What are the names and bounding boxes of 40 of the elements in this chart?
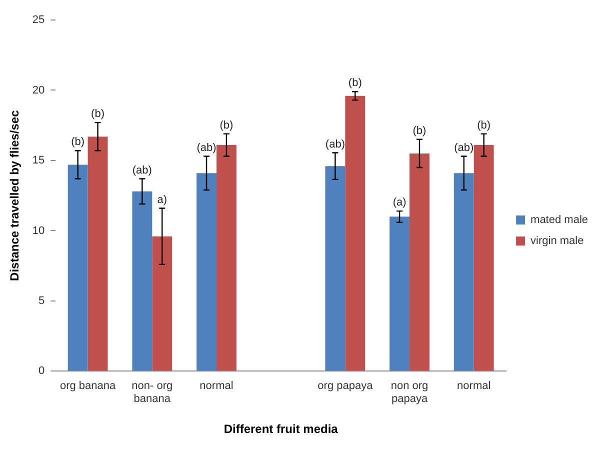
- bar: [390, 216, 410, 371]
- legend-label: mated male: [530, 214, 588, 226]
- bar: [474, 145, 494, 371]
- y-axis-title: Distance travelled by flies/sec: [8, 110, 22, 281]
- x-tick-label: normal: [200, 380, 234, 392]
- data-label: (ab): [454, 142, 474, 154]
- data-label: (ab): [132, 164, 152, 176]
- x-tick-label: normal: [457, 380, 491, 392]
- y-tick-label: 5: [38, 294, 45, 307]
- data-label: (ab): [196, 142, 216, 154]
- bar: [325, 166, 346, 371]
- x-tick-label: org banana: [60, 380, 117, 392]
- bar: [132, 191, 152, 371]
- y-tick-label: 25: [32, 14, 45, 26]
- data-label: (ab): [325, 138, 345, 150]
- y-tick-label: 0: [38, 365, 45, 378]
- y-tick-label: 15: [32, 154, 45, 167]
- x-axis-title: Different fruit media: [224, 422, 338, 436]
- y-tick-label: 20: [32, 84, 45, 96]
- data-label: a): [157, 194, 168, 206]
- data-label: (b): [71, 136, 85, 148]
- x-tick-label: org papaya: [318, 380, 374, 392]
- bar: [410, 153, 430, 371]
- data-label: (b): [348, 77, 362, 90]
- data-label: (b): [412, 124, 426, 137]
- x-tick-label: non org papaya: [390, 380, 428, 406]
- x-tick-label: non- org banana: [132, 380, 173, 406]
- bar: [152, 236, 172, 371]
- y-tick-label: 10: [32, 224, 45, 237]
- data-label: (b): [220, 119, 234, 132]
- bar: [454, 173, 474, 371]
- bar: [88, 136, 108, 371]
- bar: [345, 96, 366, 371]
- bar: [196, 173, 216, 371]
- bar: [216, 145, 236, 371]
- bar: [68, 164, 88, 371]
- data-label: (b): [477, 119, 491, 132]
- data-label: (a): [392, 196, 406, 209]
- legend-label: virgin male: [530, 235, 584, 248]
- data-label: (b): [91, 108, 105, 120]
